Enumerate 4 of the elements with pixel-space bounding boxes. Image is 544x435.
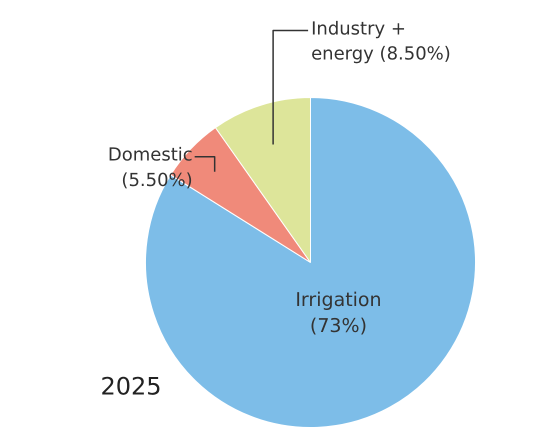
slice-label: Industry + energy (8.50%) xyxy=(311,18,451,65)
text: 2025 xyxy=(100,372,162,400)
data-label: (73%) xyxy=(310,315,367,338)
slice-label: Irrigation xyxy=(295,288,382,311)
